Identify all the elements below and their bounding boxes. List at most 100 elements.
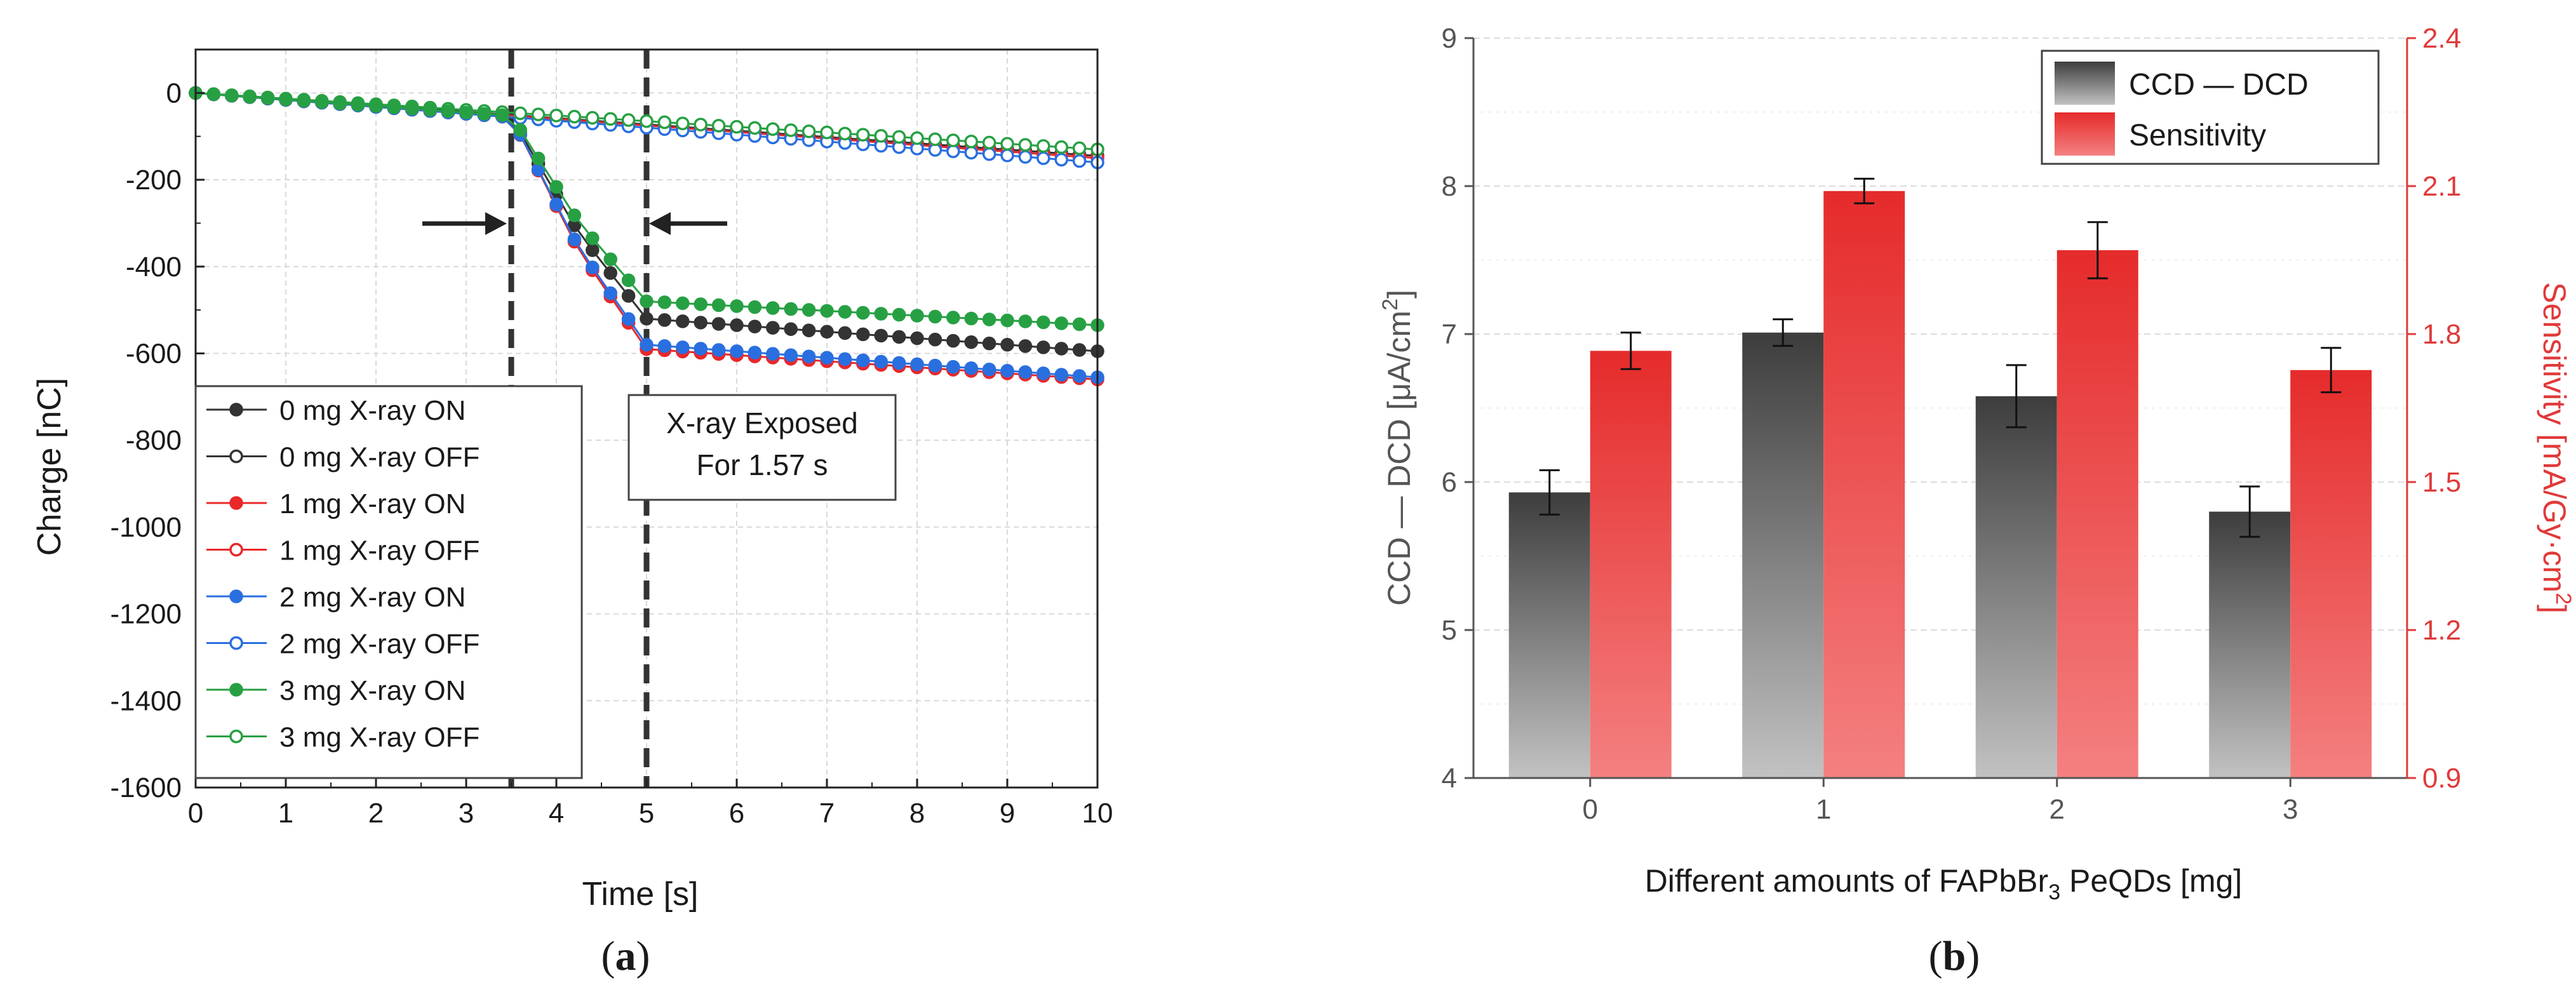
- data-point: [784, 123, 798, 137]
- data-point: [405, 102, 419, 116]
- data-point: [1072, 343, 1087, 357]
- left-tick-label: 8: [1442, 171, 1457, 202]
- x-tick-label: 2: [2049, 794, 2065, 825]
- data-point: [549, 180, 563, 194]
- data-point: [856, 353, 870, 368]
- data-point: [621, 312, 636, 326]
- data-point: [657, 295, 672, 309]
- data-point: [243, 90, 257, 104]
- data-point: [711, 343, 726, 357]
- data-point: [1018, 150, 1033, 164]
- data-point: [802, 303, 816, 317]
- panel-b-bars: [1508, 177, 2372, 778]
- data-point: [1000, 137, 1014, 151]
- data-point: [603, 252, 617, 266]
- x-tick-label: 3: [2283, 794, 2298, 825]
- legend-marker: [229, 589, 243, 603]
- data-point: [766, 122, 780, 136]
- data-point: [784, 348, 798, 362]
- data-point: [711, 298, 726, 312]
- data-point: [802, 323, 816, 337]
- data-point: [892, 330, 906, 344]
- legend-swatch-ccd-dcd: [2055, 62, 2115, 105]
- panel-a-ticks: 0 1 2 3 4 5 6 7 8 9 10 0 -200 -400 -600 -800 -1000 -1200 -…: [110, 77, 1113, 829]
- data-point: [513, 123, 527, 137]
- data-point: [748, 345, 762, 359]
- data-point: [928, 332, 943, 347]
- data-point: [1072, 369, 1087, 383]
- data-point: [1036, 151, 1050, 165]
- x-tick-label: 9: [1000, 798, 1015, 829]
- x-tick-label: 1: [1816, 794, 1831, 825]
- data-point: [567, 208, 582, 222]
- legend-entry: 0 mg X-ray ON: [206, 395, 466, 426]
- data-point: [874, 129, 888, 143]
- bar-ccd-dcd-1: [1742, 332, 1824, 778]
- data-point: [531, 151, 546, 166]
- panel-a-arrow-left: [422, 212, 507, 235]
- legend-label: 3 mg X-ray ON: [279, 675, 466, 706]
- data-point: [928, 358, 943, 373]
- legend-entry: 0 mg X-ray OFF: [206, 442, 480, 473]
- data-point: [802, 349, 816, 364]
- annotation-line-2: For 1.57 s: [696, 448, 828, 481]
- data-point: [892, 130, 906, 144]
- data-point: [730, 119, 744, 134]
- data-point: [802, 124, 816, 138]
- data-point: [964, 361, 978, 375]
- y-tick-label: -400: [126, 251, 182, 283]
- data-point: [982, 363, 996, 377]
- data-point: [423, 103, 437, 117]
- y-tick-label: -1600: [110, 772, 182, 803]
- data-point: [640, 294, 654, 309]
- data-point: [1072, 154, 1087, 168]
- data-point: [711, 317, 726, 331]
- data-point: [459, 105, 473, 119]
- bar-ccd-dcd-2: [1975, 396, 2057, 778]
- data-point: [586, 260, 600, 274]
- legend-marker: [229, 496, 243, 510]
- data-point: [621, 289, 636, 303]
- x-tick-label: 0: [188, 798, 203, 829]
- data-point: [640, 338, 654, 352]
- y-tick-label: -1200: [110, 599, 182, 630]
- data-point: [513, 106, 527, 121]
- data-point: [549, 109, 563, 123]
- x-tick-label: 4: [549, 798, 564, 829]
- legend-label: 0 mg X-ray ON: [279, 395, 466, 426]
- data-point: [621, 273, 636, 288]
- x-tick-label: 1: [278, 798, 293, 829]
- data-point: [1018, 365, 1033, 379]
- data-point: [586, 243, 600, 257]
- data-point: [586, 231, 600, 245]
- annotation-line-1: X-ray Exposed: [666, 406, 858, 439]
- x-tick-label: 6: [729, 798, 744, 829]
- data-point: [748, 300, 762, 314]
- bar-sensitivity-0: [1590, 351, 1672, 778]
- data-point: [838, 326, 852, 340]
- data-point: [1054, 316, 1068, 330]
- data-point: [820, 304, 834, 318]
- legend-marker: [229, 403, 243, 417]
- y-tick-label: 0: [166, 77, 182, 109]
- data-point: [856, 128, 870, 142]
- legend-label: 2 mg X-ray OFF: [279, 629, 480, 660]
- right-tick-label: 1.5: [2422, 467, 2461, 498]
- data-point: [730, 299, 744, 313]
- data-point: [766, 347, 780, 361]
- legend-label: 0 mg X-ray OFF: [279, 442, 480, 473]
- panel-b-bar-chart: 4 5 6 7 8 9 0.9 1.2 1.5 1.8 2.1 2.4 0 1 2 3 Different a…: [1378, 23, 2575, 979]
- bar-sensitivity-2: [2056, 250, 2138, 778]
- data-point: [621, 113, 636, 127]
- panel-b-legend: CCD — DCD Sensitivity: [2041, 50, 2380, 165]
- legend-label: 3 mg X-ray OFF: [279, 722, 480, 753]
- legend-label: 1 mg X-ray ON: [279, 488, 466, 520]
- data-point: [260, 91, 275, 105]
- data-point: [946, 144, 960, 158]
- data-point: [910, 131, 924, 145]
- data-point: [640, 114, 654, 128]
- y-tick-label: -200: [126, 164, 182, 196]
- data-point: [964, 145, 978, 160]
- data-point: [387, 100, 401, 114]
- legend-swatch-sensitivity: [2055, 112, 2115, 156]
